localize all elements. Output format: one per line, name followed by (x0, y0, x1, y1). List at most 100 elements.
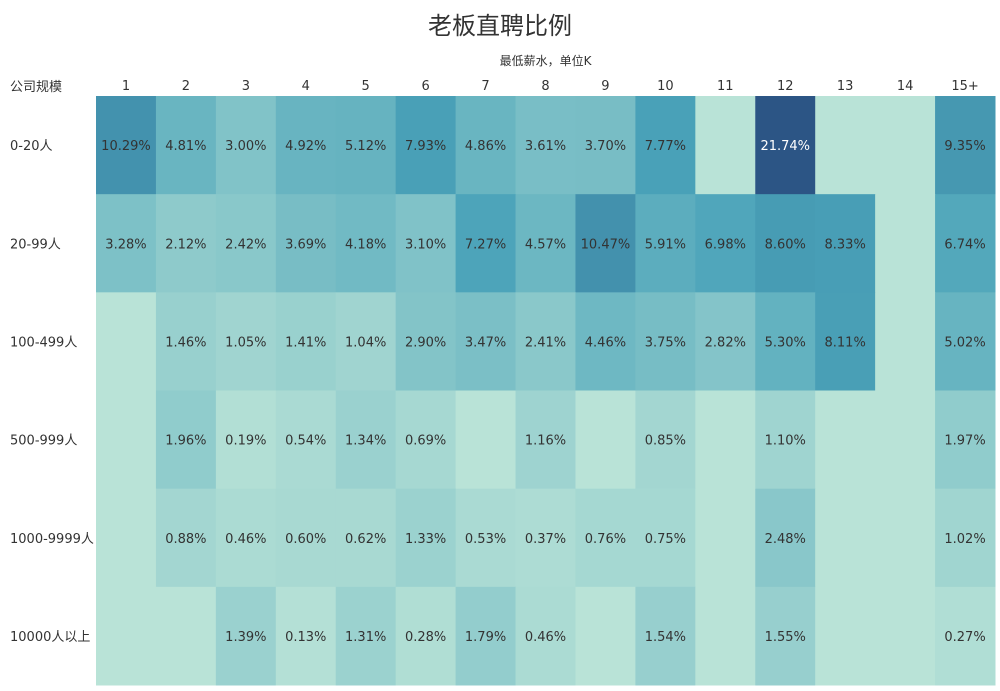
cell-value-label: 0.69% (405, 434, 446, 449)
heatmap-cell (635, 194, 696, 293)
row-header: 20-99人 (10, 237, 61, 252)
cell-value-label: 0.19% (225, 434, 266, 449)
cell-value-label: 5.02% (944, 335, 985, 350)
heatmap-cell (635, 390, 696, 490)
column-header: 7 (481, 79, 489, 94)
cell-value-label: 4.46% (585, 335, 626, 350)
cell-value-label: 6.98% (705, 237, 746, 252)
heatmap-cell (335, 194, 397, 293)
cell-value-label: 2.12% (165, 237, 206, 252)
heatmap-cell (155, 488, 217, 588)
cell-value-label: 1.54% (645, 630, 686, 645)
cell-value-label: 1.05% (225, 335, 266, 350)
column-header: 14 (897, 79, 914, 94)
heatmap-cell (275, 488, 337, 588)
cell-value-label: 2.42% (225, 237, 266, 252)
heatmap-cell (455, 96, 517, 195)
heatmap-cell (96, 194, 157, 293)
heatmap-cell (215, 488, 277, 588)
heatmap-cell (875, 292, 936, 391)
heatmap-cell (515, 194, 576, 293)
heatmap-cell (695, 586, 756, 686)
heatmap-cell (96, 390, 157, 490)
heatmap-cell (96, 586, 157, 686)
column-header: 9 (601, 79, 609, 94)
heatmap-cell (155, 194, 217, 293)
cell-value-label: 8.11% (825, 335, 866, 350)
row-header: 500-999人 (10, 434, 77, 449)
column-header: 15+ (951, 79, 978, 94)
row-header: 0-20人 (10, 139, 53, 154)
cell-value-label: 0.60% (285, 532, 326, 547)
heatmap-cell (395, 96, 457, 195)
heatmap-cell (875, 390, 936, 490)
heatmap-cell (155, 390, 217, 490)
cell-value-label: 2.82% (705, 335, 746, 350)
heatmap-cell (815, 194, 876, 293)
cell-value-label: 1.10% (765, 434, 806, 449)
heatmap-cell (455, 292, 517, 391)
heatmap-cell (755, 390, 816, 490)
column-header: 2 (182, 79, 190, 94)
heatmap-cell (815, 390, 876, 490)
cell-value-label: 1.16% (525, 434, 566, 449)
cell-value-label: 5.91% (645, 237, 686, 252)
cell-value-label: 5.30% (765, 335, 806, 350)
cell-value-label: 2.48% (765, 532, 806, 547)
heatmap-cell (875, 488, 936, 588)
y-axis-label: 公司规模 (10, 80, 63, 95)
heatmap-cell (815, 292, 876, 391)
column-header: 1 (122, 79, 130, 94)
cell-value-label: 9.35% (944, 139, 985, 154)
heatmap-cell (575, 390, 636, 490)
heatmap-cell (275, 390, 337, 490)
cell-value-label: 7.93% (405, 139, 446, 154)
heatmap-cell (96, 488, 157, 588)
heatmap-cell (275, 586, 337, 686)
heatmap-cell (335, 586, 397, 686)
cell-value-label: 3.70% (585, 139, 626, 154)
heatmap-cell (515, 96, 576, 195)
heatmap-cell (635, 488, 696, 588)
heatmap-cell (935, 586, 996, 686)
cell-value-label: 1.33% (405, 532, 446, 547)
cell-value-label: 0.46% (525, 630, 566, 645)
heatmap-cell (395, 390, 457, 490)
cell-value-label: 1.55% (765, 630, 806, 645)
heatmap-cell (695, 390, 756, 490)
cell-value-label: 8.60% (765, 237, 806, 252)
column-header: 4 (302, 79, 310, 94)
cell-value-label: 1.46% (165, 335, 206, 350)
heatmap-cell (695, 488, 756, 588)
heatmap-cell (215, 586, 277, 686)
heatmap-cell (875, 194, 936, 293)
cell-value-label: 1.04% (345, 335, 386, 350)
cell-value-label: 0.46% (225, 532, 266, 547)
heatmap-cell (335, 390, 397, 490)
heatmap-cell (96, 292, 157, 391)
heatmap-cell (395, 292, 457, 391)
heatmap-cell (515, 586, 576, 686)
heatmap-cell (395, 488, 457, 588)
cell-value-label: 1.41% (285, 335, 326, 350)
cell-value-label: 4.86% (465, 139, 506, 154)
heatmap-cell (935, 96, 996, 195)
cell-value-label: 0.53% (465, 532, 506, 547)
heatmap-cell (575, 488, 636, 588)
heatmap-cell (335, 96, 397, 195)
cell-value-label: 0.75% (645, 532, 686, 547)
column-header: 5 (362, 79, 370, 94)
cell-value-label: 3.69% (285, 237, 326, 252)
heatmap-cell (155, 586, 217, 686)
heatmap-cell (515, 390, 576, 490)
heatmap-cell (155, 292, 217, 391)
cell-value-label: 1.79% (465, 630, 506, 645)
heatmap-cell (755, 488, 816, 588)
heatmap-cell (275, 194, 337, 293)
heatmap-cell (635, 96, 696, 195)
heatmap-cell (275, 292, 337, 391)
heatmap-cell (755, 586, 816, 686)
heatmap-cell (455, 586, 517, 686)
heatmap-cell (935, 488, 996, 588)
